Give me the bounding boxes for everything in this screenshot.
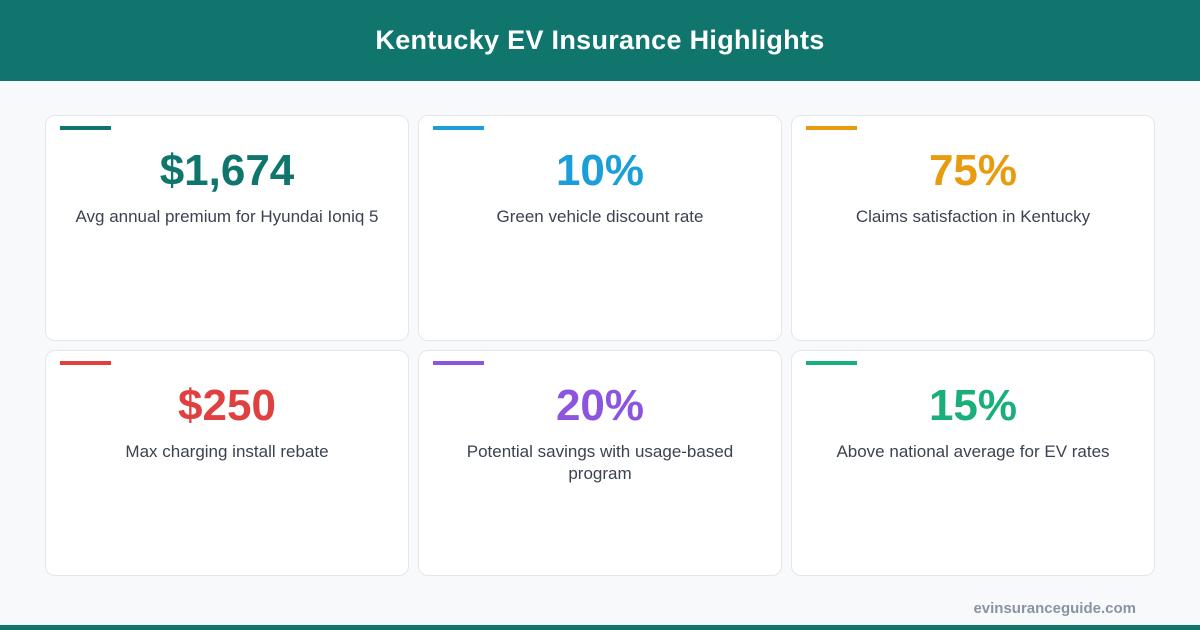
footer-site-link[interactable]: evinsuranceguide.com [973,600,1136,617]
stat-value: 10% [555,146,645,195]
card-accent-bar [60,361,111,365]
card-accent-bar [60,126,111,130]
stat-label: Claims satisfaction in Kentucky [855,207,1091,226]
stats-grid: $1,674 Avg annual premium for Hyundai Io… [45,115,1155,576]
stat-value: 15% [928,381,1018,430]
header-banner: Kentucky EV Insurance Highlights [0,0,1200,81]
stat-label: Potential savings with usage-based progr… [466,442,734,483]
card-accent-bar [806,361,857,365]
stat-value: $1,674 [159,146,295,195]
stat-value: 20% [555,381,645,430]
stat-value: $250 [178,381,276,430]
card-accent-bar [433,126,484,130]
stat-label: Above national average for EV rates [836,442,1110,461]
stat-label: Max charging install rebate [125,442,329,461]
stat-label: Avg annual premium for Hyundai Ioniq 5 [75,207,379,226]
stat-card-above-average: 15% Above national average for EV rates [791,350,1155,576]
page-title: Kentucky EV Insurance Highlights [375,25,825,55]
card-accent-bar [806,126,857,130]
stat-card-discount: 10% Green vehicle discount rate [418,115,782,341]
stat-card-savings: 20% Potential savings with usage-based p… [418,350,782,576]
stat-card-rebate: $250 Max charging install rebate [45,350,409,576]
stat-card-satisfaction: 75% Claims satisfaction in Kentucky [791,115,1155,341]
stat-label: Green vehicle discount rate [496,207,704,226]
stat-card-premium: $1,674 Avg annual premium for Hyundai Io… [45,115,409,341]
stat-value: 75% [928,146,1018,195]
bottom-accent-bar [0,625,1200,630]
card-accent-bar [433,361,484,365]
